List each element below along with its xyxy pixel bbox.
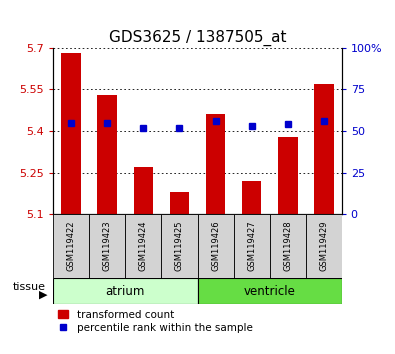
Text: GSM119424: GSM119424 bbox=[139, 221, 148, 271]
Bar bbox=[206, 114, 226, 214]
Bar bbox=[98, 95, 117, 214]
Text: ▶: ▶ bbox=[39, 290, 47, 300]
Bar bbox=[314, 84, 333, 214]
Legend: transformed count, percentile rank within the sample: transformed count, percentile rank withi… bbox=[58, 310, 252, 333]
Bar bbox=[53, 278, 198, 304]
Text: tissue: tissue bbox=[12, 282, 45, 292]
Text: GSM119428: GSM119428 bbox=[283, 221, 292, 272]
Bar bbox=[306, 214, 342, 278]
Text: GSM119423: GSM119423 bbox=[103, 221, 112, 272]
Text: GSM119427: GSM119427 bbox=[247, 221, 256, 272]
Bar bbox=[162, 214, 198, 278]
Text: GSM119425: GSM119425 bbox=[175, 221, 184, 271]
Bar bbox=[126, 214, 162, 278]
Bar bbox=[270, 214, 306, 278]
Text: GSM119426: GSM119426 bbox=[211, 221, 220, 272]
Bar bbox=[278, 137, 297, 214]
Bar bbox=[53, 214, 89, 278]
Bar bbox=[198, 214, 233, 278]
Bar bbox=[169, 192, 189, 214]
Bar bbox=[89, 214, 126, 278]
Text: atrium: atrium bbox=[106, 285, 145, 298]
Bar bbox=[242, 181, 261, 214]
Title: GDS3625 / 1387505_at: GDS3625 / 1387505_at bbox=[109, 30, 286, 46]
Text: GSM119429: GSM119429 bbox=[319, 221, 328, 271]
Bar bbox=[198, 278, 342, 304]
Bar bbox=[62, 53, 81, 214]
Bar bbox=[233, 214, 270, 278]
Text: ventricle: ventricle bbox=[244, 285, 295, 298]
Bar bbox=[134, 167, 153, 214]
Text: GSM119422: GSM119422 bbox=[67, 221, 76, 271]
